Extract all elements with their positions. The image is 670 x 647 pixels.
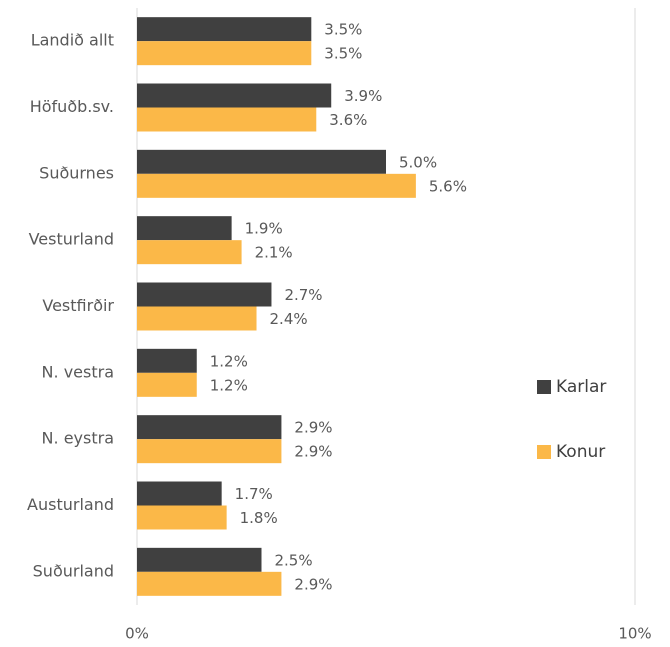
value-label: 2.5% bbox=[275, 551, 313, 569]
bar bbox=[137, 282, 272, 307]
value-label: 2.9% bbox=[294, 443, 332, 461]
bar bbox=[137, 372, 197, 397]
value-label: 3.9% bbox=[344, 87, 382, 105]
bar bbox=[137, 571, 282, 596]
value-label: 3.5% bbox=[324, 21, 362, 39]
y-tick-label: Landið allt bbox=[31, 31, 114, 50]
y-tick-label: N. vestra bbox=[42, 362, 114, 381]
value-label: 1.2% bbox=[210, 352, 248, 370]
bar bbox=[137, 240, 242, 265]
y-tick-label: Höfuðb.sv. bbox=[30, 97, 114, 116]
y-tick-label: Austurland bbox=[27, 495, 114, 514]
value-label: 1.8% bbox=[240, 509, 278, 527]
legend-swatch bbox=[537, 380, 551, 394]
value-label: 2.9% bbox=[294, 575, 332, 593]
bar bbox=[137, 481, 222, 506]
bar bbox=[137, 41, 312, 66]
y-tick-label: Vesturland bbox=[29, 230, 114, 249]
bar bbox=[137, 505, 227, 530]
value-label: 2.9% bbox=[294, 419, 332, 437]
bar bbox=[137, 348, 197, 373]
value-label: 3.5% bbox=[324, 45, 362, 63]
bar bbox=[137, 107, 317, 132]
bar bbox=[137, 306, 257, 331]
legend-label: Karlar bbox=[556, 377, 606, 397]
value-label: 2.1% bbox=[255, 244, 293, 262]
y-tick-label: Suðurland bbox=[33, 561, 114, 580]
y-tick-label: Vestfirðir bbox=[42, 296, 114, 315]
bar bbox=[137, 439, 282, 464]
bar bbox=[137, 149, 386, 174]
bar bbox=[137, 415, 282, 440]
value-label: 5.6% bbox=[429, 177, 467, 195]
bar bbox=[137, 83, 332, 108]
x-tick-label: 0% bbox=[125, 625, 149, 643]
value-label: 3.6% bbox=[329, 111, 367, 129]
y-tick-label: N. eystra bbox=[42, 429, 114, 448]
value-label: 1.2% bbox=[210, 376, 248, 394]
legend-swatch bbox=[537, 445, 551, 459]
value-label: 2.7% bbox=[284, 286, 322, 304]
value-label: 2.4% bbox=[270, 310, 308, 328]
value-label: 1.7% bbox=[235, 485, 273, 503]
bar bbox=[137, 216, 232, 241]
bar bbox=[137, 17, 312, 42]
x-tick-label: 10% bbox=[618, 625, 651, 643]
y-tick-label: Suðurnes bbox=[39, 163, 114, 182]
legend-label: Konur bbox=[556, 442, 605, 462]
value-label: 1.9% bbox=[245, 220, 283, 238]
value-label: 5.0% bbox=[399, 153, 437, 171]
bar bbox=[137, 173, 416, 198]
bar bbox=[137, 547, 262, 572]
